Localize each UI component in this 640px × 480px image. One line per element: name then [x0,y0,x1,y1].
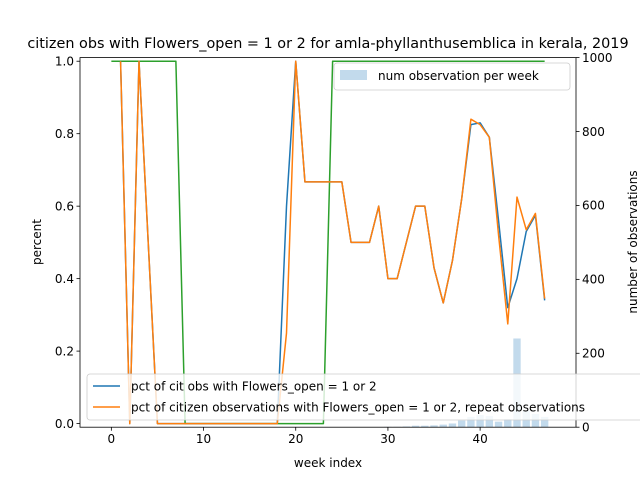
y2-axis-label: number of observations [626,170,640,313]
y2-tick-label: 800 [582,125,605,139]
bar [448,423,457,428]
x-tick-label: 30 [380,432,395,446]
y2-tick-label: 600 [582,199,605,213]
legend-box [86,373,640,421]
legend-lower: pct of cit obs with Flowers_open = 1 or … [86,373,640,421]
bar [540,416,549,428]
x-axis-label: week index [294,456,362,470]
series-line [119,60,546,425]
x-tick-label: 0 [108,432,116,446]
bar [531,413,540,428]
x-axis: 0 10 20 30 40 [108,427,488,446]
bar [485,416,494,428]
series-line [111,60,545,425]
bar [467,416,475,428]
bar [504,419,512,428]
y-tick-label: 1.0 [55,55,74,69]
y-tick-label: 0.6 [55,199,74,213]
x-tick-label: 40 [472,432,487,446]
y-axis-label: percent [30,219,44,265]
y-tick-label: 0.4 [55,272,74,286]
bar [421,425,429,428]
x-tick-label: 20 [288,432,303,446]
y-tick-label: 0.0 [55,417,74,431]
x-tick-label: 10 [196,432,211,446]
bar [457,420,466,428]
y-axis-right: 0 200 400 600 800 1000 [576,51,613,435]
bar [439,424,447,428]
legend-box [333,62,571,91]
bar [411,425,420,428]
bar [494,421,503,428]
plot-frame [79,57,577,428]
lines-layer [111,60,546,425]
y2-tick-label: 0 [582,421,590,435]
legend-label: pct of cit obs with Flowers_open = 1 or … [131,380,377,394]
legend-label: pct of citizen observations with Flowers… [131,401,585,415]
legend-upper: num observation per week [333,62,571,91]
legend-label: num observation per week [378,69,539,83]
y-axis-left: 0.0 0.2 0.4 0.6 0.8 1.0 [55,55,80,431]
y-tick-label: 0.2 [55,344,74,358]
y2-tick-label: 200 [582,347,605,361]
chart-title: citizen obs with Flowers_open = 1 or 2 f… [27,36,628,52]
y2-tick-label: 400 [582,273,605,287]
bar [430,425,438,428]
y2-tick-label: 1000 [582,51,613,65]
y-tick-label: 0.8 [55,127,74,141]
bar [476,415,484,428]
legend-swatch [340,70,367,80]
